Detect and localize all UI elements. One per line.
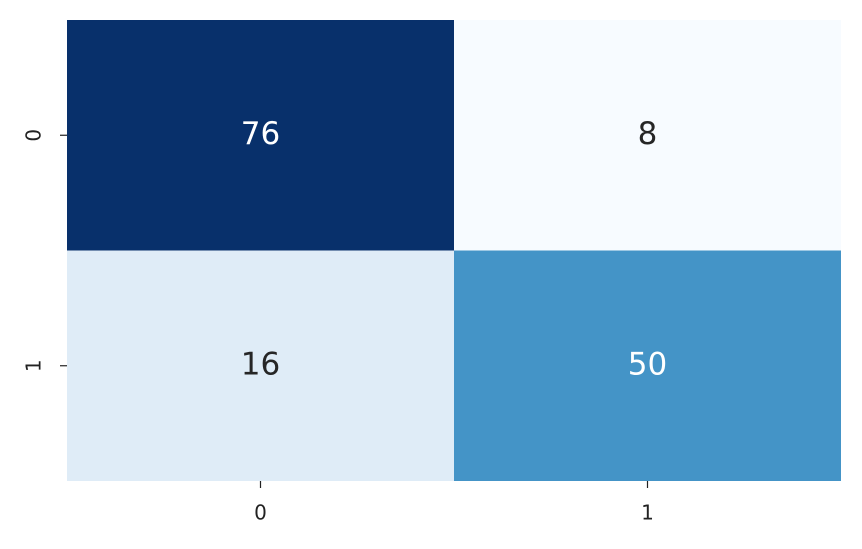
x-tick-label: 0 <box>254 501 267 525</box>
y-tick-label: 1 <box>22 359 46 372</box>
cell-value-label: 76 <box>241 116 280 152</box>
heatmap-cell <box>454 250 841 481</box>
heatmap-cell <box>454 20 841 251</box>
heatmap-cell <box>67 20 454 251</box>
x-tick-label: 1 <box>641 501 654 525</box>
y-tick-label: 0 <box>22 129 46 142</box>
cell-value-label: 16 <box>241 346 280 382</box>
cell-value-label: 50 <box>628 346 667 382</box>
heatmap-cell <box>67 250 454 481</box>
cell-value-label: 8 <box>638 116 658 152</box>
